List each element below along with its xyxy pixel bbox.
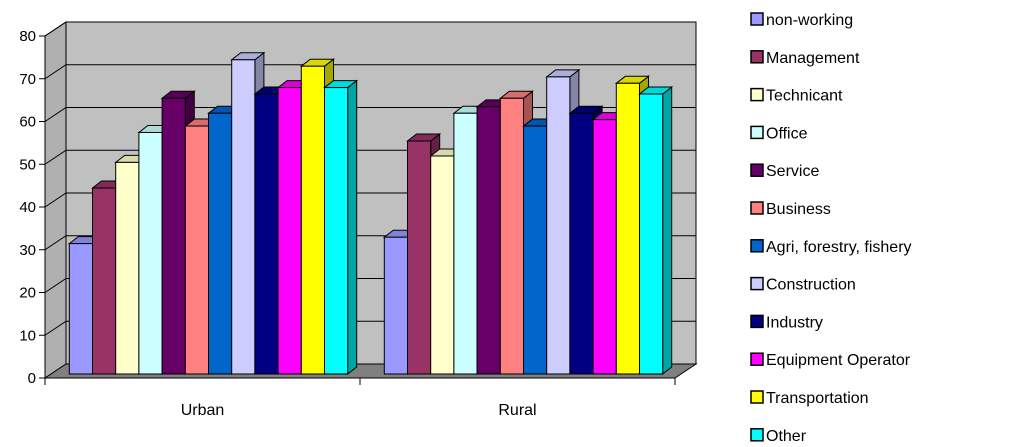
legend-swatch xyxy=(750,314,764,329)
legend-swatch xyxy=(750,125,764,140)
legend-label: Other xyxy=(766,428,807,445)
bar-front xyxy=(254,93,279,375)
bar-front xyxy=(546,76,571,375)
y-tick-label: 40 xyxy=(19,199,36,216)
legend: non-working Management Technicant Office Ser… xyxy=(750,12,912,445)
legend-item: Service xyxy=(750,163,819,180)
bar-front xyxy=(277,87,302,375)
legend-label: Transportation xyxy=(766,390,869,407)
legend-item: Technicant xyxy=(750,87,843,105)
bar xyxy=(323,79,359,376)
y-tick-label: 30 xyxy=(19,242,36,259)
bar-front xyxy=(639,93,664,375)
legend-label: Construction xyxy=(766,277,856,294)
legend-item: Transportation xyxy=(750,390,869,407)
legend-label: Office xyxy=(766,125,808,142)
legend-label: non-working xyxy=(766,12,853,29)
legend-item: Business xyxy=(750,201,831,218)
legend-item: Construction xyxy=(750,276,856,294)
legend-item: Agri, forestry, fishery xyxy=(750,239,912,256)
legend-label: Technicant xyxy=(766,88,843,105)
legend-label: Management xyxy=(766,50,860,67)
gridline xyxy=(44,64,696,80)
y-tick-label: 20 xyxy=(19,285,36,302)
y-tick-label: 10 xyxy=(19,327,36,344)
bar-front xyxy=(324,87,349,375)
y-tick-label: 0 xyxy=(28,370,36,387)
legend-swatch xyxy=(750,12,764,26)
legend-label: Service xyxy=(766,163,819,180)
legend-swatch xyxy=(750,87,764,102)
legend-label: Business xyxy=(766,201,831,218)
bar-front xyxy=(115,161,140,375)
bar-front xyxy=(476,106,501,375)
bar-side xyxy=(662,85,673,376)
bar-front xyxy=(569,112,594,375)
bar-front xyxy=(523,125,548,375)
legend-swatch xyxy=(750,50,764,64)
legend-label: Equipment Operator xyxy=(766,352,911,369)
bar-front xyxy=(592,119,617,375)
bars xyxy=(67,51,674,376)
legend-item: Management xyxy=(750,50,860,67)
bar-front xyxy=(300,65,325,375)
x-tick-label: Rural xyxy=(498,402,536,419)
legend-swatch xyxy=(750,201,764,215)
bar-front xyxy=(430,155,455,375)
bar-front xyxy=(208,112,233,375)
y-tick-label: 60 xyxy=(19,114,36,131)
legend-item: non-working xyxy=(750,12,853,29)
y-tick-label: 80 xyxy=(19,28,36,45)
legend-swatch xyxy=(750,352,764,366)
bar-front xyxy=(499,97,524,375)
legend-swatch xyxy=(750,163,764,177)
x-axis: Urban Rural xyxy=(44,377,676,419)
legend-swatch xyxy=(750,239,764,253)
bar-front xyxy=(231,59,256,375)
legend-swatch xyxy=(750,276,764,291)
bar-front xyxy=(92,187,117,375)
legend-swatch xyxy=(750,428,764,442)
legend-label: Agri, forestry, fishery xyxy=(766,239,912,256)
y-tick-label: 70 xyxy=(19,71,36,88)
legend-item: Industry xyxy=(750,314,823,331)
y-tick-label: 50 xyxy=(19,156,36,173)
bar-front xyxy=(383,236,408,375)
x-tick-label: Urban xyxy=(181,402,225,419)
bar-front xyxy=(138,131,163,375)
legend-item: Office xyxy=(750,125,808,142)
bar-front xyxy=(453,112,478,375)
bar-front xyxy=(68,243,94,375)
legend-item: Equipment Operator xyxy=(750,352,911,369)
legend-label: Industry xyxy=(766,314,823,331)
legend-item: Other xyxy=(750,428,807,445)
gridline xyxy=(44,21,696,37)
bar-front xyxy=(161,97,186,375)
bar-front xyxy=(407,140,432,375)
legend-swatch xyxy=(750,390,764,404)
bar-front xyxy=(615,82,640,375)
bar-side xyxy=(347,79,358,376)
bar xyxy=(638,85,674,376)
bar-front xyxy=(184,125,210,375)
y-axis: 0 10 20 30 40 50 60 70 80 xyxy=(19,28,46,387)
